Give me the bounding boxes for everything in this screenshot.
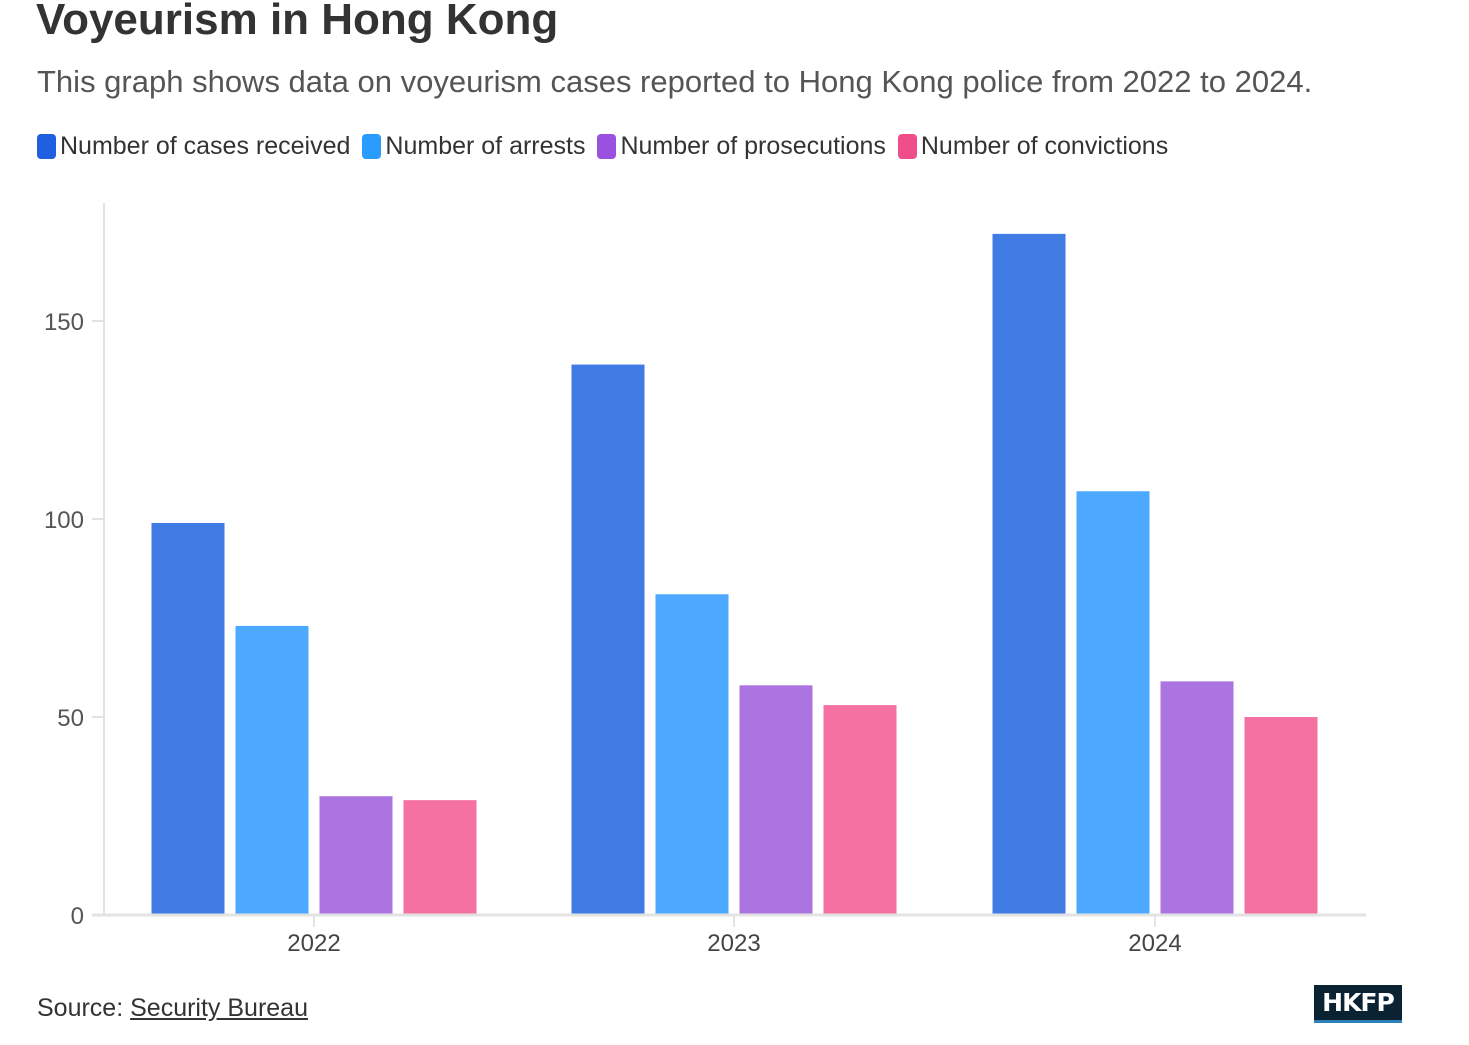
bar-number-of-prosecutions-2024 [1160,681,1234,915]
hkfp-logo[interactable]: HKFP [1314,985,1402,1023]
legend-label-arrests: Number of arrests [385,132,586,160]
legend-swatch-convictions [897,133,917,159]
legend-label-convictions: Number of convictions [920,132,1169,160]
bar-number-of-convictions-2022 [403,800,477,915]
y-tick-label-0: 0 [71,903,84,930]
y-tick-label-100: 100 [44,507,84,534]
bar-number-of-arrests-2023 [655,594,729,915]
bar-number-of-cases-received-2023 [571,364,645,915]
y-tick-label-50: 50 [57,705,84,732]
bar-number-of-cases-received-2022 [151,522,225,915]
x-tick-label-2023: 2023 [707,930,760,957]
x-tick-label-2024: 2024 [1128,930,1181,957]
legend-swatch-arrests [362,133,382,159]
chart-subtitle: This graph shows data on voyeurism cases… [37,64,1313,99]
legend-item-cases-received[interactable]: Number of cases received [37,130,350,162]
bar-number-of-prosecutions-2023 [739,685,813,915]
source-line: Source: Security Bureau [37,992,308,1024]
bar-number-of-arrests-2022 [235,625,309,915]
bar-number-of-arrests-2024 [1076,491,1150,915]
bar-number-of-prosecutions-2022 [319,796,393,915]
legend-item-convictions[interactable]: Number of convictions [897,130,1169,162]
y-tick-label-150: 150 [44,309,84,336]
legend: Number of cases received Number of arres… [37,130,1180,162]
bar-number-of-convictions-2024 [1244,717,1318,915]
legend-item-prosecutions[interactable]: Number of prosecutions [597,130,886,162]
legend-label-cases-received: Number of cases received [60,132,351,160]
bar-number-of-cases-received-2024 [992,233,1066,915]
legend-swatch-cases-received [37,133,56,159]
legend-swatch-prosecutions [597,133,617,159]
source-prefix: Source: [37,994,131,1022]
hkfp-logo-text: HKFP [1322,987,1395,1017]
legend-label-prosecutions: Number of prosecutions [620,132,886,160]
source-link[interactable]: Security Bureau [130,994,308,1022]
legend-item-arrests[interactable]: Number of arrests [362,130,585,162]
x-tick-label-2022: 2022 [287,930,340,957]
bar-number-of-convictions-2023 [823,705,897,915]
chart-title: Voyeurism in Hong Kong [36,0,559,44]
